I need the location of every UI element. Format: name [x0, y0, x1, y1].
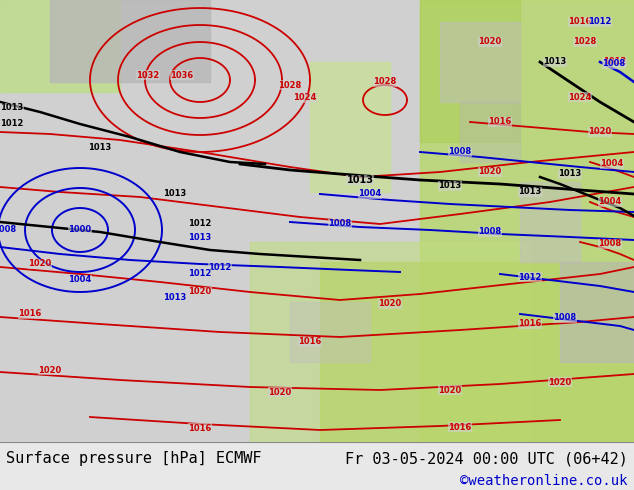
- Text: 1020: 1020: [39, 366, 61, 374]
- Text: 1000: 1000: [68, 225, 91, 235]
- Text: Surface pressure [hPa] ECMWF: Surface pressure [hPa] ECMWF: [6, 451, 262, 466]
- Text: 1016: 1016: [519, 319, 541, 328]
- Text: 1012: 1012: [209, 263, 231, 271]
- Text: 1020: 1020: [479, 168, 501, 176]
- Text: 1028: 1028: [278, 80, 302, 90]
- Text: 1028: 1028: [373, 77, 397, 87]
- Text: 1020: 1020: [378, 299, 401, 309]
- Bar: [420, 0, 634, 442]
- Text: 1020: 1020: [438, 386, 462, 394]
- Text: 1004: 1004: [600, 160, 624, 169]
- Bar: [560, 262, 634, 362]
- Bar: [520, 182, 580, 262]
- Text: 1008: 1008: [448, 147, 472, 156]
- Text: 1028: 1028: [573, 38, 597, 47]
- Text: 1004: 1004: [68, 275, 92, 285]
- Text: 1008: 1008: [328, 220, 352, 228]
- Bar: [0, 0, 120, 92]
- Bar: [440, 22, 520, 102]
- Text: 1013: 1013: [519, 188, 541, 196]
- Text: ©weatheronline.co.uk: ©weatheronline.co.uk: [460, 474, 628, 489]
- Text: 1013: 1013: [543, 57, 567, 67]
- Text: 1012: 1012: [188, 220, 212, 228]
- Text: 1016: 1016: [488, 118, 512, 126]
- Text: 1008: 1008: [0, 225, 16, 235]
- Bar: [420, 0, 520, 142]
- Text: 1008: 1008: [479, 227, 501, 237]
- Bar: [50, 0, 210, 82]
- Text: 1012: 1012: [604, 57, 626, 67]
- Text: 1012: 1012: [188, 270, 212, 278]
- Text: 1004: 1004: [358, 190, 382, 198]
- Text: 1013: 1013: [88, 143, 112, 151]
- Bar: [460, 102, 520, 162]
- Text: 1020: 1020: [29, 260, 51, 269]
- Text: 1016: 1016: [188, 423, 212, 433]
- Text: 1012: 1012: [0, 120, 23, 128]
- Text: 1020: 1020: [588, 127, 612, 137]
- Bar: [310, 62, 390, 192]
- Text: 1016: 1016: [18, 310, 42, 318]
- Text: 1013: 1013: [559, 170, 581, 178]
- Bar: [250, 242, 530, 442]
- Text: 1008: 1008: [598, 240, 621, 248]
- Text: 1016: 1016: [299, 338, 321, 346]
- Text: 1016: 1016: [568, 18, 592, 26]
- Text: 1012: 1012: [588, 18, 612, 26]
- Text: 1008: 1008: [602, 59, 626, 69]
- Text: 1024: 1024: [294, 94, 317, 102]
- Text: 1036: 1036: [171, 71, 193, 79]
- Text: Fr 03-05-2024 00:00 UTC (06+42): Fr 03-05-2024 00:00 UTC (06+42): [345, 451, 628, 466]
- Text: 1020: 1020: [268, 388, 292, 396]
- Text: 1020: 1020: [548, 377, 572, 387]
- Bar: [320, 262, 634, 442]
- Text: 1016: 1016: [448, 422, 472, 432]
- Text: 1013: 1013: [188, 232, 212, 242]
- Text: 1024: 1024: [568, 93, 592, 101]
- Text: 1008: 1008: [553, 314, 576, 322]
- Text: 1004: 1004: [598, 197, 621, 206]
- Text: 1013: 1013: [164, 190, 186, 198]
- Bar: [290, 302, 370, 362]
- Text: 1020: 1020: [188, 288, 212, 296]
- Text: 1013: 1013: [347, 175, 373, 185]
- Text: 1032: 1032: [136, 71, 160, 79]
- Text: 1012: 1012: [519, 272, 541, 281]
- Text: 1013: 1013: [1, 103, 23, 113]
- Text: 1013: 1013: [164, 293, 186, 301]
- Text: 1020: 1020: [479, 38, 501, 47]
- Text: 1013: 1013: [438, 181, 462, 191]
